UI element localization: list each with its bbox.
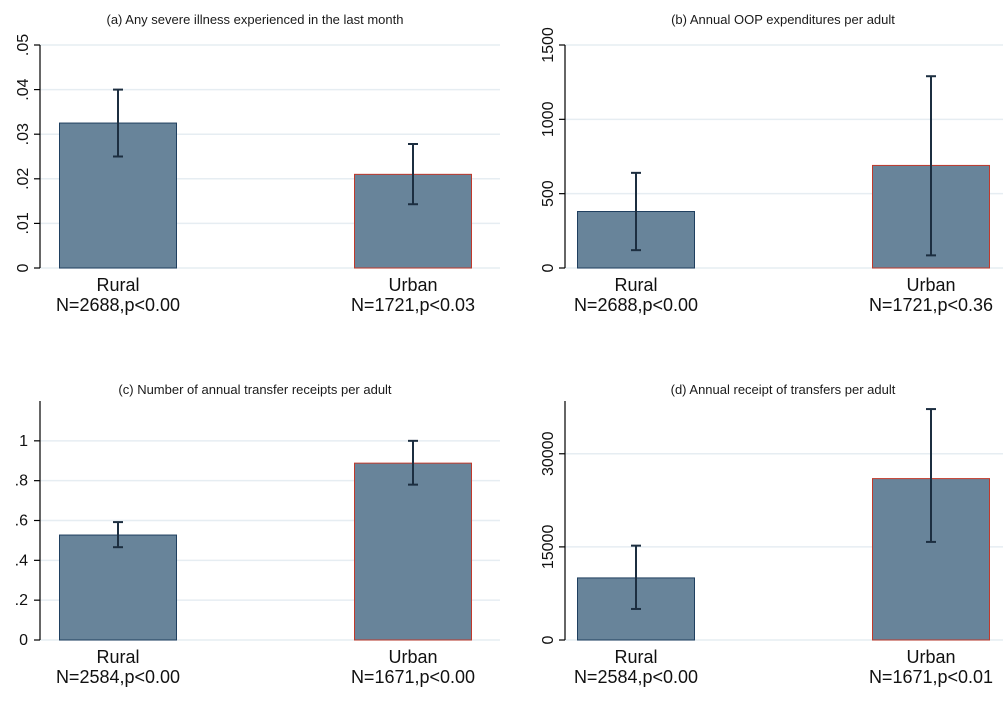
x-category-label: Urban — [906, 647, 955, 667]
y-tick-label: .01 — [15, 212, 32, 234]
x-category-sublabel: N=2584,p<0.00 — [574, 667, 698, 687]
chart-title: (a) Any severe illness experienced in th… — [107, 12, 404, 27]
y-tick-label: 0 — [540, 635, 557, 644]
bar-rural — [59, 534, 177, 641]
y-tick-label: 30000 — [540, 431, 557, 476]
x-category-sublabel: N=1671,p<0.00 — [351, 667, 475, 687]
x-category-label: Rural — [96, 647, 139, 667]
panel-c: (c) Number of annual transfer receipts p… — [0, 356, 502, 711]
y-tick-label: .03 — [15, 123, 32, 145]
y-tick-label: 1000 — [540, 101, 557, 137]
chart-title: (d) Annual receipt of transfers per adul… — [671, 382, 896, 397]
y-tick-label: .05 — [15, 34, 32, 56]
chart-title: (b) Annual OOP expenditures per adult — [671, 12, 895, 27]
x-category-sublabel: N=1721,p<0.03 — [351, 295, 475, 315]
y-tick-label: 0 — [19, 632, 28, 649]
y-tick-label: 500 — [540, 180, 557, 207]
chart-b: (b) Annual OOP expenditures per adult 0 5… — [540, 12, 1003, 315]
y-tick-label: 1 — [19, 433, 28, 450]
bar-urban — [354, 462, 472, 641]
x-category-label: Rural — [96, 275, 139, 295]
panel-a: (a) Any severe illness experienced in th… — [0, 0, 502, 355]
y-tick-label: .4 — [15, 552, 28, 569]
x-category-sublabel: N=1721,p<0.36 — [869, 295, 993, 315]
x-category-label: Rural — [614, 647, 657, 667]
x-category-sublabel: N=2584,p<0.00 — [56, 667, 180, 687]
x-category-label: Urban — [388, 647, 437, 667]
y-tick-label: 0 — [15, 263, 32, 272]
y-tick-label: .04 — [15, 78, 32, 100]
y-tick-label: .6 — [15, 513, 28, 530]
y-tick-label: .02 — [15, 168, 32, 190]
y-tick-label: .8 — [15, 473, 28, 490]
y-tick-label: 15000 — [540, 525, 557, 570]
panel-b: (b) Annual OOP expenditures per adult 0 5… — [503, 0, 1005, 355]
x-category-sublabel: N=2688,p<0.00 — [574, 295, 698, 315]
panel-d: (d) Annual receipt of transfers per adul… — [503, 356, 1005, 711]
chart-a: (a) Any severe illness experienced in th… — [15, 12, 500, 315]
x-category-label: Urban — [388, 275, 437, 295]
x-category-sublabel: N=1671,p<0.01 — [869, 667, 993, 687]
chart-title: (c) Number of annual transfer receipts p… — [118, 382, 392, 397]
x-category-label: Urban — [906, 275, 955, 295]
y-tick-label: 0 — [540, 263, 557, 272]
y-tick-label: .2 — [15, 592, 28, 609]
chart-c: (c) Number of annual transfer receipts p… — [15, 382, 500, 687]
chart-d: (d) Annual receipt of transfers per adul… — [540, 382, 1003, 687]
x-category-label: Rural — [614, 275, 657, 295]
y-tick-label: 1500 — [540, 27, 557, 63]
x-category-sublabel: N=2688,p<0.00 — [56, 295, 180, 315]
